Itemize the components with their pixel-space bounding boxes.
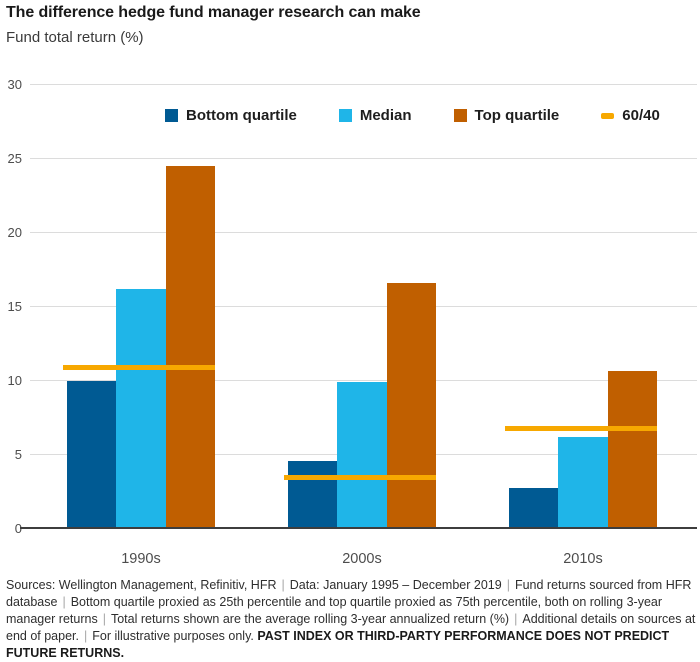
footer-notes: Sources: Wellington Management, Refiniti… [6, 577, 696, 662]
legend-swatch-bottom-quartile [165, 109, 178, 122]
bar-group-1990s [63, 85, 215, 529]
footer-separator: | [514, 612, 518, 626]
line-60-40-2010s [505, 425, 657, 431]
y-tick-label-10: 10 [7, 373, 22, 388]
footer-separator: | [102, 612, 106, 626]
bar-bottom-quartile-2000s [288, 460, 338, 529]
y-tick-label-30: 30 [7, 77, 22, 92]
footer-disclaimer: PAST INDEX OR THIRD-PARTY PERFORMANCE DO… [6, 629, 670, 660]
bar-top-quartile-1990s [165, 166, 215, 529]
bar-bottom-quartile-1990s [67, 381, 117, 529]
gridline-15 [30, 306, 697, 307]
chart-title: The difference hedge fund manager resear… [6, 4, 421, 21]
legend-item-bottom-quartile: Bottom quartile [165, 107, 297, 124]
plot-area [20, 84, 697, 529]
bar-group-2010s [505, 85, 657, 529]
footer-separator: | [83, 629, 88, 643]
footer-segment-2: Data: January 1995 – December 2019 [289, 578, 502, 592]
x-label-1990s: 1990s [121, 551, 161, 567]
legend-swatch-60-40 [601, 112, 615, 119]
gridline-30 [30, 84, 697, 85]
legend-label-median: Median [359, 107, 412, 124]
legend-item-median: Median [338, 107, 412, 124]
line-60-40-2000s [284, 474, 436, 480]
legend-label-top-quartile: Top quartile [474, 107, 560, 124]
legend-swatch-median [338, 109, 352, 122]
footer-segment-6: Additional details on sources at end of … [6, 612, 696, 643]
legend-label-60-40: 60/40 [622, 107, 660, 124]
gridline-10 [30, 380, 697, 381]
legend-item-top-quartile: Top quartile [453, 107, 560, 124]
legend-label-bottom-quartile: Bottom quartile [186, 107, 297, 124]
footer-segment-4: Bottom quartile proxied as 25th percenti… [6, 595, 663, 626]
y-axis: 0 5 10 15 20 25 30 [0, 78, 24, 536]
footer-separator: | [62, 595, 66, 609]
chart-legend: Bottom quartile Median Top quartile 60/40 [165, 107, 660, 124]
bar-median-2000s [337, 382, 387, 529]
legend-swatch-top-quartile [453, 109, 467, 122]
gridline-0 [20, 527, 697, 529]
footer-separator: | [281, 578, 285, 592]
footer-segment-3: Fund returns sourced from HFR database [6, 578, 692, 609]
y-tick-label-0: 0 [14, 521, 22, 536]
x-label-2000s: 2000s [342, 551, 382, 567]
bar-top-quartile-2010s [607, 370, 657, 529]
y-tick-label-25: 25 [7, 151, 22, 166]
footer-segment-7: For illustrative purposes only. [92, 629, 254, 643]
y-tick-label-20: 20 [7, 225, 22, 240]
bar-bottom-quartile-2010s [509, 487, 559, 529]
y-tick-label-15: 15 [7, 299, 22, 314]
footer-segment-1: Sources: Wellington Management, Refiniti… [6, 578, 277, 592]
chart-subtitle: Fund total return (%) [6, 29, 144, 46]
bar-median-1990s [116, 289, 166, 529]
gridline-20 [30, 232, 697, 233]
bar-group-2000s [284, 85, 436, 529]
line-60-40-1990s [63, 365, 215, 371]
y-tick-label-5: 5 [14, 447, 22, 462]
bar-top-quartile-2000s [386, 283, 436, 529]
footer-separator: | [506, 578, 510, 592]
bar-median-2010s [558, 437, 608, 529]
footer-segment-5: Total returns shown are the average roll… [110, 612, 510, 626]
x-label-2010s: 2010s [563, 551, 603, 567]
gridline-25 [30, 158, 697, 159]
legend-item-60-40: 60/40 [601, 107, 660, 124]
